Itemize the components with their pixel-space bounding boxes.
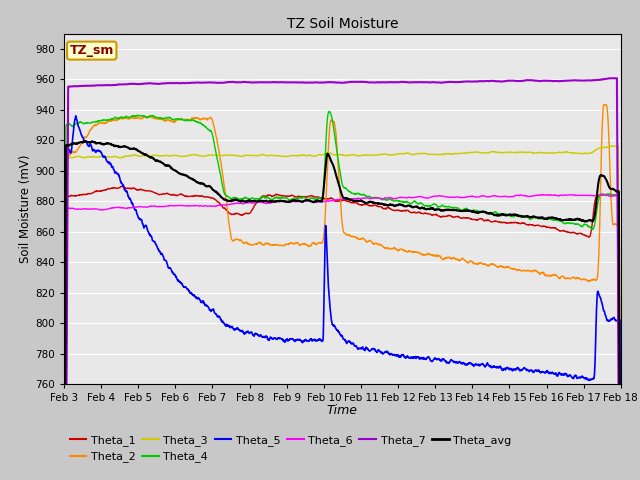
Theta_4 (325, 108, 333, 114)
Theta_4 (499, 212, 506, 218)
Theta_4 (601, 192, 609, 198)
Theta_avg (499, 212, 506, 217)
Theta_4 (88, 120, 96, 125)
Line: Theta_5: Theta_5 (64, 116, 621, 480)
Theta_6 (598, 192, 606, 197)
Theta_1 (118, 183, 126, 189)
Line: Theta_6: Theta_6 (64, 194, 621, 480)
Theta_6 (601, 192, 609, 198)
Theta_avg (331, 168, 339, 174)
Theta_avg (89, 139, 97, 144)
Theta_5 (89, 148, 97, 154)
Theta_6 (331, 198, 339, 204)
Theta_5 (72, 113, 79, 119)
Legend: Theta_1, Theta_2, Theta_3, Theta_4, Theta_5, Theta_6, Theta_7, Theta_avg: Theta_1, Theta_2, Theta_3, Theta_4, Thet… (70, 435, 511, 462)
Theta_5 (316, 336, 324, 342)
Theta_7 (600, 76, 608, 82)
Line: Theta_4: Theta_4 (64, 111, 621, 480)
Theta_2 (331, 122, 339, 128)
Theta_3 (613, 143, 621, 149)
Theta_5 (331, 324, 339, 330)
Theta_6 (316, 199, 324, 204)
Theta_2 (601, 102, 609, 108)
Theta_7 (88, 83, 96, 88)
Theta_1 (331, 198, 339, 204)
Theta_6 (499, 193, 506, 199)
Theta_7 (601, 76, 609, 82)
Theta_1 (601, 192, 609, 198)
Theta_avg (316, 198, 324, 204)
Theta_7 (316, 80, 324, 85)
Text: TZ_sm: TZ_sm (70, 44, 114, 57)
Theta_6 (88, 206, 96, 212)
Theta_4 (601, 192, 609, 198)
Theta_5 (601, 310, 609, 315)
Theta_5 (499, 367, 506, 373)
Theta_4 (316, 195, 324, 201)
Theta_avg (601, 174, 609, 180)
Theta_2 (499, 264, 506, 270)
Theta_2 (601, 102, 609, 108)
Theta_4 (331, 135, 339, 141)
Theta_1 (601, 192, 609, 197)
Theta_5 (601, 311, 609, 317)
Line: Theta_2: Theta_2 (64, 105, 621, 480)
Theta_6 (601, 192, 609, 198)
Line: Theta_1: Theta_1 (64, 186, 621, 480)
Line: Theta_3: Theta_3 (64, 146, 621, 480)
Theta_1 (316, 195, 324, 201)
Theta_7 (331, 80, 339, 85)
Theta_1 (88, 190, 96, 196)
Line: Theta_7: Theta_7 (64, 78, 621, 480)
Theta_3 (316, 152, 324, 158)
Theta_2 (88, 124, 96, 130)
Theta_2 (316, 240, 324, 245)
Theta_3 (600, 145, 608, 151)
Y-axis label: Soil Moisture (mV): Soil Moisture (mV) (19, 155, 33, 263)
Theta_7 (613, 75, 621, 81)
Title: TZ Soil Moisture: TZ Soil Moisture (287, 17, 398, 31)
Theta_3 (88, 154, 96, 160)
Theta_3 (601, 144, 609, 150)
Line: Theta_avg: Theta_avg (64, 141, 621, 480)
Theta_avg (601, 174, 609, 180)
Theta_7 (499, 79, 506, 84)
Theta_avg (88, 138, 96, 144)
Theta_1 (499, 220, 506, 226)
Theta_3 (499, 149, 506, 155)
Theta_3 (331, 152, 339, 158)
X-axis label: Time: Time (327, 405, 358, 418)
Theta_2 (600, 102, 608, 108)
